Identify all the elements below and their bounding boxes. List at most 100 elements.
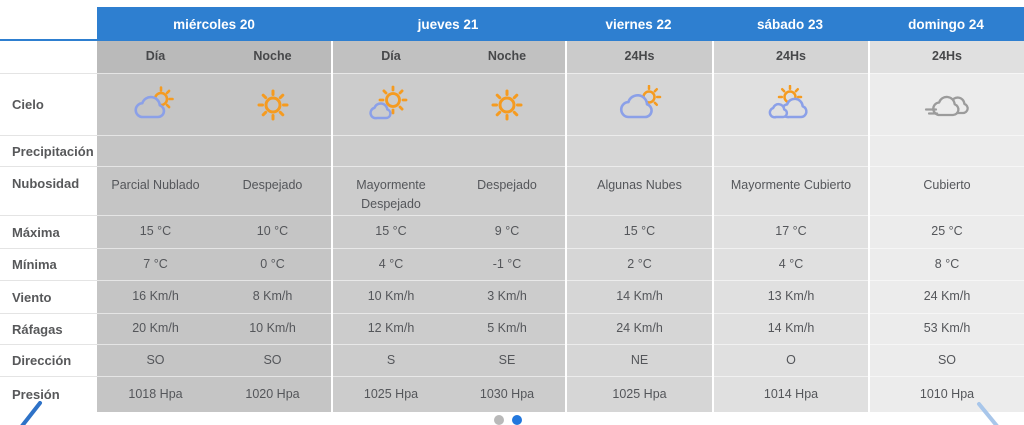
precipitacion-cell (567, 135, 712, 166)
sun-small-cloud-icon (363, 85, 419, 125)
day-header-jueves[interactable]: jueves 21 (417, 16, 479, 32)
nubosidad-cell: Mayormente Despejado (333, 166, 449, 215)
maxima-cell: 9 °C (449, 215, 565, 248)
chevron-right-icon[interactable] (975, 401, 1001, 425)
day-header-sabado[interactable]: sábado 23 (756, 16, 824, 32)
row-label-cielo: Cielo (0, 73, 97, 135)
precipitacion-cell (97, 135, 214, 166)
forecast-table: Cielo Precipitación Nubosidad Máxima Mín… (0, 41, 1024, 412)
header-underline (0, 39, 97, 41)
minima-cell: 4 °C (333, 248, 449, 280)
rafagas-cell: 10 Km/h (214, 313, 331, 344)
day-header-miercoles[interactable]: miércoles 20 (173, 16, 255, 32)
precipitacion-cell (870, 135, 1024, 166)
precipitacion-cell (214, 135, 331, 166)
precipitacion-cell (714, 135, 868, 166)
row-label-presion: Presión (0, 376, 97, 412)
viento-cell: 13 Km/h (714, 280, 868, 313)
sun-behind-cloud-icon (128, 85, 184, 125)
direccion-cell: S (333, 344, 449, 376)
presion-cell: 1025 Hpa (567, 376, 712, 412)
cloud-sun-icon (612, 85, 668, 125)
row-label-direccion: Dirección (0, 344, 97, 376)
rafagas-cell: 53 Km/h (870, 313, 1024, 344)
direccion-cell: NE (567, 344, 712, 376)
minima-cell: 7 °C (97, 248, 214, 280)
rafagas-cell: 12 Km/h (333, 313, 449, 344)
sky-cell (333, 73, 449, 135)
column-sabado-24hs: 24Hs Mayormente Cubierto 17 °C 4 °C 13 K… (714, 41, 868, 412)
direccion-cell: SE (449, 344, 565, 376)
presion-cell: 1020 Hpa (214, 376, 331, 412)
period-header: 24Hs (870, 41, 1024, 73)
rafagas-cell: 5 Km/h (449, 313, 565, 344)
direccion-cell: SO (214, 344, 331, 376)
column-domingo-24hs: 24Hs Cubierto 25 °C 8 °C 24 Km/h 53 Km/h… (870, 41, 1024, 412)
row-label-rafagas: Ráfagas (0, 313, 97, 344)
minima-cell: 0 °C (214, 248, 331, 280)
row-label-column: Cielo Precipitación Nubosidad Máxima Mín… (0, 41, 97, 412)
column-miercoles-dia: Día Parcial Nublado 15 °C 7 °C 16 Km/h 2… (97, 41, 214, 412)
period-header: Día (333, 41, 449, 73)
maxima-cell: 15 °C (333, 215, 449, 248)
rafagas-cell: 20 Km/h (97, 313, 214, 344)
period-header: 24Hs (714, 41, 868, 73)
presion-cell: 1030 Hpa (449, 376, 565, 412)
minima-cell: -1 °C (449, 248, 565, 280)
maxima-cell: 15 °C (97, 215, 214, 248)
day-header-bar: miércoles 20 jueves 21 viernes 22 sábado… (97, 7, 1024, 41)
period-header: Noche (214, 41, 331, 73)
viento-cell: 10 Km/h (333, 280, 449, 313)
day-header-viernes[interactable]: viernes 22 (605, 16, 672, 32)
nubosidad-cell: Algunas Nubes (567, 166, 712, 215)
nubosidad-cell: Despejado (449, 166, 565, 215)
period-header: Noche (449, 41, 565, 73)
direccion-cell: O (714, 344, 868, 376)
carousel-dot-1[interactable] (494, 415, 504, 425)
row-label-maxima: Máxima (0, 215, 97, 248)
period-header: 24Hs (567, 41, 712, 73)
maxima-cell: 10 °C (214, 215, 331, 248)
gray-clouds-wind-icon (919, 85, 975, 125)
minima-cell: 4 °C (714, 248, 868, 280)
sun-icon (479, 85, 535, 125)
viento-cell: 8 Km/h (214, 280, 331, 313)
day-header-domingo[interactable]: domingo 24 (908, 16, 984, 32)
viento-cell: 3 Km/h (449, 280, 565, 313)
maxima-cell: 25 °C (870, 215, 1024, 248)
presion-cell: 1025 Hpa (333, 376, 449, 412)
sun-two-clouds-icon (763, 85, 819, 125)
viento-cell: 24 Km/h (870, 280, 1024, 313)
presion-cell: 1018 Hpa (97, 376, 214, 412)
row-label-nubosidad: Nubosidad (0, 166, 97, 215)
sun-icon (245, 85, 301, 125)
period-header: Día (97, 41, 214, 73)
presion-cell: 1010 Hpa (870, 376, 1024, 412)
row-label-viento: Viento (0, 280, 97, 313)
nubosidad-cell: Despejado (214, 166, 331, 215)
sky-cell (449, 73, 565, 135)
column-jueves-noche: Noche Despejado 9 °C -1 °C 3 Km/h 5 Km/h… (449, 41, 565, 412)
rafagas-cell: 24 Km/h (567, 313, 712, 344)
carousel-dot-2[interactable] (512, 415, 522, 425)
sky-cell (214, 73, 331, 135)
chevron-left-icon[interactable] (19, 401, 45, 425)
carousel-dots (494, 415, 522, 425)
nubosidad-cell: Cubierto (870, 166, 1024, 215)
sky-cell (567, 73, 712, 135)
column-jueves-dia: Día Mayormente Despejado 15 °C 4 °C 10 K… (333, 41, 449, 412)
precipitacion-cell (333, 135, 449, 166)
nubosidad-cell: Parcial Nublado (97, 166, 214, 215)
nubosidad-cell: Mayormente Cubierto (714, 166, 868, 215)
presion-cell: 1014 Hpa (714, 376, 868, 412)
maxima-cell: 15 °C (567, 215, 712, 248)
direccion-cell: SO (97, 344, 214, 376)
sky-cell (714, 73, 868, 135)
sky-cell (97, 73, 214, 135)
column-viernes-24hs: 24Hs Algunas Nubes 15 °C 2 °C 14 Km/h 24… (567, 41, 712, 412)
rafagas-cell: 14 Km/h (714, 313, 868, 344)
minima-cell: 2 °C (567, 248, 712, 280)
precipitacion-cell (449, 135, 565, 166)
column-miercoles-noche: Noche Despejado 10 °C 0 °C 8 Km/h 10 Km/… (214, 41, 331, 412)
row-label-precipitacion: Precipitación (0, 135, 97, 166)
